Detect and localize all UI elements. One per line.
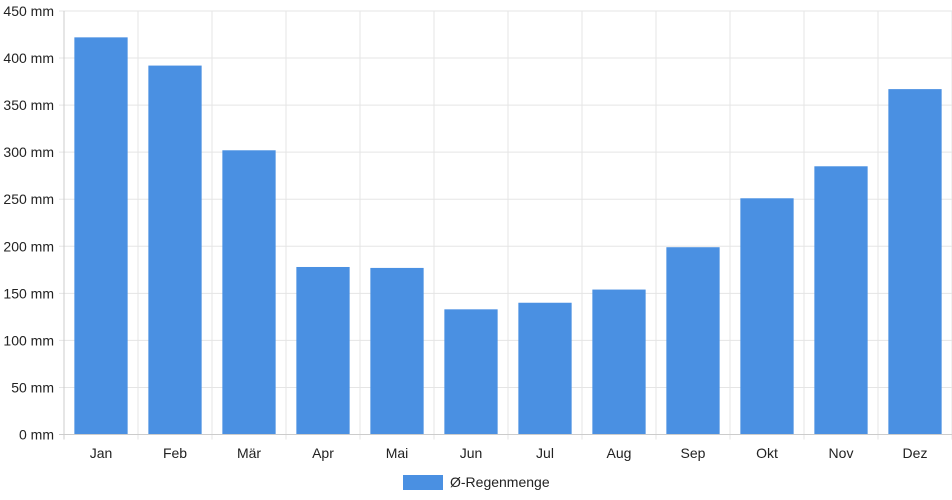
y-tick-label: 150 mm: [3, 285, 54, 301]
y-tick-label: 450 mm: [3, 3, 54, 19]
bar-mai[interactable]: [370, 267, 424, 435]
x-axis-tick-labels: Jan Feb Mär Apr Mai Jun Jul Aug Sep Okt Nov Dez: [90, 445, 928, 461]
bar-feb[interactable]: [148, 65, 202, 435]
bar-nov[interactable]: [814, 166, 868, 435]
bar-jun[interactable]: [444, 309, 498, 435]
y-tick-label: 100 mm: [3, 332, 54, 348]
y-tick-label: 200 mm: [3, 238, 54, 254]
x-tick-label: Jan: [90, 445, 113, 461]
y-tick-label: 250 mm: [3, 191, 54, 207]
x-tick-label: Jul: [536, 445, 554, 461]
bar-mär[interactable]: [222, 150, 276, 435]
x-tick-label: Feb: [163, 445, 187, 461]
axes: [59, 11, 952, 440]
x-tick-label: Mai: [386, 445, 409, 461]
y-axis-tick-labels: 0 mm 50 mm 100 mm 150 mm 200 mm 250 mm 300 mm 3…: [3, 3, 54, 443]
bar-apr[interactable]: [296, 266, 350, 435]
x-tick-label: Aug: [607, 445, 632, 461]
bar-okt[interactable]: [740, 198, 794, 435]
x-tick-label: Okt: [756, 445, 778, 461]
bar-sep[interactable]: [666, 247, 720, 435]
bar-jul[interactable]: [518, 302, 572, 435]
y-tick-label: 50 mm: [11, 379, 54, 395]
x-tick-label: Sep: [681, 445, 706, 461]
y-tick-label: 350 mm: [3, 97, 54, 113]
x-tick-label: Dez: [903, 445, 928, 461]
bar-jan[interactable]: [74, 37, 128, 435]
x-tick-label: Apr: [312, 445, 334, 461]
y-tick-label: 0 mm: [19, 427, 54, 443]
x-tick-label: Jun: [460, 445, 483, 461]
x-tick-label: Nov: [829, 445, 854, 461]
y-tick-label: 300 mm: [3, 144, 54, 160]
legend[interactable]: Ø-Regenmenge: [403, 474, 550, 490]
x-tick-label: Mär: [237, 445, 261, 461]
bar-aug[interactable]: [592, 289, 646, 435]
bar-dez[interactable]: [888, 89, 942, 435]
grid-lines: [59, 10, 952, 440]
y-tick-label: 400 mm: [3, 50, 54, 66]
legend-swatch[interactable]: [403, 475, 443, 490]
legend-label[interactable]: Ø-Regenmenge: [450, 474, 550, 490]
bars: [74, 37, 942, 435]
